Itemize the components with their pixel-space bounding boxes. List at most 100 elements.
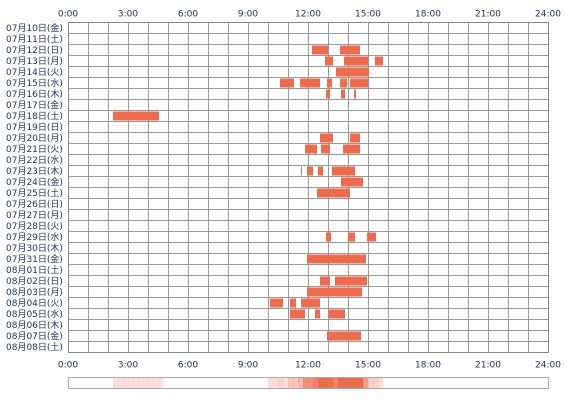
activity-bar (320, 276, 330, 286)
row-label: 07月31日(金) (6, 253, 63, 265)
density-cell (358, 377, 364, 388)
row-label: 07月30日(木) (6, 242, 63, 254)
density-cell (338, 377, 344, 388)
activity-bar (344, 56, 368, 66)
density-cell (328, 377, 334, 388)
density-cell (138, 377, 144, 388)
density-cell (288, 377, 294, 388)
density-cell (133, 377, 139, 388)
activity-bar (350, 133, 360, 143)
activity-bar (354, 89, 356, 99)
density-cell (318, 377, 324, 388)
activity-bar (326, 89, 330, 99)
activity-bar (325, 56, 333, 66)
activity-bar (327, 78, 332, 88)
row-label: 07月29日(水) (6, 231, 63, 243)
density-cell (273, 377, 279, 388)
activity-bar (301, 166, 302, 176)
row-label: 07月28日(火) (6, 221, 63, 232)
activity-bar (329, 309, 345, 319)
activity-bar (113, 111, 159, 121)
density-cell (343, 377, 349, 388)
row-label: 08月07日(金) (6, 330, 63, 342)
activity-bar (301, 298, 320, 308)
x-tick-label-top: 15:00 (355, 10, 381, 20)
activity-bar (327, 331, 361, 341)
activity-bar (350, 78, 368, 88)
row-label: 07月14日(火) (6, 67, 63, 78)
activity-bar (341, 89, 345, 99)
row-label: 07月20日(月) (6, 133, 63, 144)
density-cell (158, 377, 164, 388)
activity-bar (270, 298, 283, 308)
x-tick-label-top: 9:00 (238, 10, 258, 20)
row-label: 07月12日(日) (6, 45, 63, 56)
density-cell (123, 377, 129, 388)
density-cell (308, 377, 314, 388)
activity-bar (332, 166, 355, 176)
density-cell (368, 377, 374, 388)
row-label: 07月27日(月) (6, 210, 63, 221)
activity-bar (326, 232, 331, 242)
x-tick-label-top: 18:00 (415, 10, 441, 20)
plot-frame (68, 22, 549, 353)
row-label: 07月10日(金) (6, 22, 63, 34)
row-label: 08月01日(土) (6, 264, 63, 276)
x-tick-label-bottom: 18:00 (415, 361, 441, 371)
activity-bar (348, 232, 355, 242)
x-tick-label-top: 6:00 (178, 10, 198, 20)
activity-bar (280, 78, 294, 88)
activity-bar (290, 309, 305, 319)
row-label: 07月23日(木) (6, 165, 63, 177)
density-cell (313, 377, 319, 388)
row-label: 08月02日(日) (6, 276, 63, 287)
density-frame (68, 377, 549, 389)
x-tick-label-bottom: 3:00 (118, 361, 138, 371)
row-label: 07月17日(金) (6, 99, 63, 111)
activity-bar (307, 287, 362, 297)
row-label: 08月05日(水) (6, 308, 63, 320)
x-tick-label-top: 21:00 (475, 10, 501, 20)
activity-bar (321, 144, 330, 154)
activity-bar (343, 144, 360, 154)
density-cell (298, 377, 304, 388)
activity-bar (320, 133, 333, 143)
activity-bar (340, 45, 360, 55)
density-cell (283, 377, 289, 388)
density-cell (348, 377, 354, 388)
x-tick-label-bottom: 15:00 (355, 361, 381, 371)
density-cell (148, 377, 154, 388)
density-cell (113, 377, 119, 388)
density-cell (268, 377, 274, 388)
x-tick-label-top: 12:00 (295, 10, 321, 20)
x-tick-label-bottom: 21:00 (475, 361, 501, 371)
density-cell (363, 377, 369, 388)
activity-bar (341, 177, 363, 187)
row-label: 07月25日(土) (6, 187, 63, 199)
density-cell (118, 377, 124, 388)
row-label: 07月15日(水) (6, 77, 63, 89)
x-tick-label-bottom: 24:00 (535, 361, 561, 371)
activity-bar (335, 276, 367, 286)
row-label: 07月21日(火) (6, 144, 63, 155)
row-label: 07月16日(木) (6, 88, 63, 100)
activity-bar (336, 67, 369, 77)
x-tick-label-bottom: 0:00 (58, 361, 78, 371)
density-cell (303, 377, 309, 388)
x-tick-label-top: 24:00 (535, 10, 561, 20)
density-cell (353, 377, 359, 388)
activity-bar (315, 309, 320, 319)
x-tick-label-bottom: 9:00 (238, 361, 258, 371)
activity-bar (305, 144, 317, 154)
row-label: 07月22日(水) (6, 154, 63, 166)
activity-bar (340, 78, 347, 88)
density-cell (153, 377, 159, 388)
row-label: 07月13日(月) (6, 56, 63, 67)
activity-bar (300, 78, 320, 88)
density-cell (293, 377, 299, 388)
activity-bar (317, 188, 350, 198)
density-cell (143, 377, 149, 388)
activity-bar (307, 166, 313, 176)
